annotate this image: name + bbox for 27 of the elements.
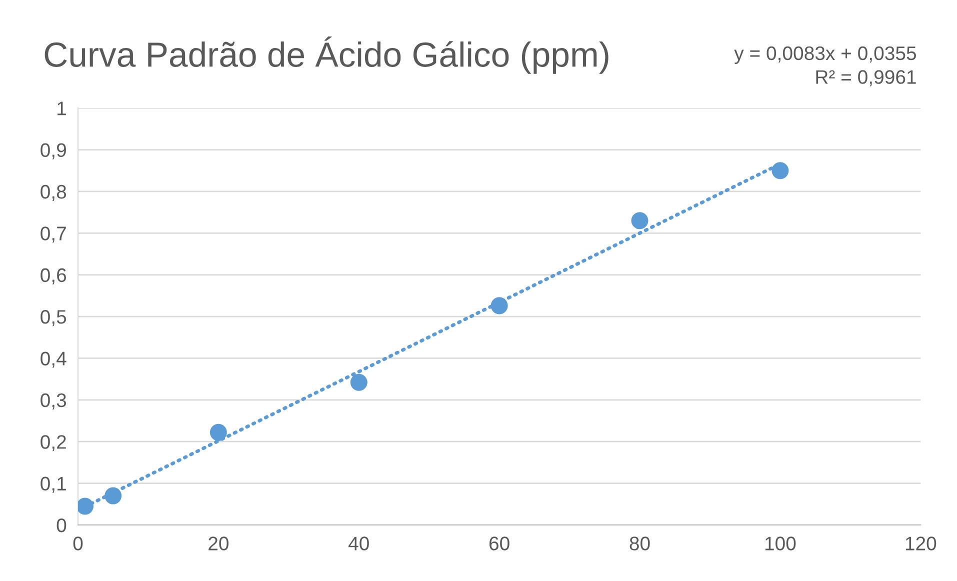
y-tick-label: 1 bbox=[58, 102, 66, 116]
x-tick-label: 0 bbox=[73, 536, 83, 550]
y-tick-label: 0,8 bbox=[40, 184, 66, 201]
y-tick-label: 0,4 bbox=[40, 352, 66, 368]
x-tick-label: 100 bbox=[765, 536, 796, 550]
point bbox=[104, 487, 122, 504]
y-tick-label: 0,1 bbox=[40, 476, 66, 493]
y-tick-label: 0,6 bbox=[40, 268, 66, 284]
y-tick-label: 0,2 bbox=[40, 435, 66, 452]
x-tick-label: 40 bbox=[348, 536, 369, 550]
y-tick-label: 0,7 bbox=[40, 226, 66, 243]
text: y = 0,0083x + 0,0355 R² = 0,9961 bbox=[734, 46, 916, 86]
point bbox=[631, 212, 648, 230]
x-tick-label: 60 bbox=[489, 536, 510, 550]
x-tick-label: 20 bbox=[208, 536, 228, 550]
point bbox=[350, 374, 368, 391]
point bbox=[490, 297, 508, 314]
y-tick-label: 0,5 bbox=[40, 310, 66, 326]
y-tick-label: 0,3 bbox=[40, 393, 66, 410]
point bbox=[772, 162, 789, 180]
chart-title: Curva Padrão de Ácido Gálico (ppm) bbox=[44, 36, 608, 74]
point bbox=[78, 498, 94, 515]
y-tick-label: 0 bbox=[56, 518, 66, 532]
x-tick-label: 120 bbox=[906, 536, 936, 550]
y-tick-label: 0,9 bbox=[40, 143, 66, 160]
x-tick-label: 80 bbox=[630, 536, 650, 550]
point bbox=[210, 424, 227, 441]
